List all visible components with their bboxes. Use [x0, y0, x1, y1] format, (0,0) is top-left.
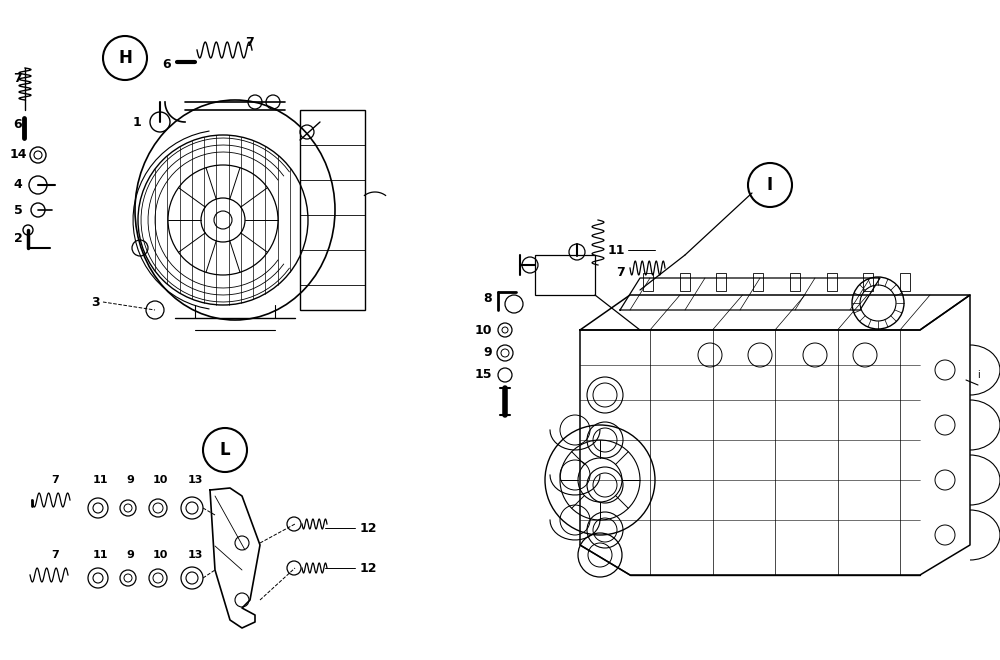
Text: 8: 8 [483, 292, 492, 304]
Text: 10: 10 [475, 323, 492, 337]
Text: 7: 7 [616, 265, 625, 279]
Text: 13: 13 [187, 475, 203, 485]
Text: 1: 1 [133, 115, 141, 129]
Text: i: i [977, 370, 979, 380]
Text: 11: 11 [608, 244, 625, 257]
Text: H: H [118, 49, 132, 67]
Text: 9: 9 [126, 475, 134, 485]
Text: 9: 9 [126, 550, 134, 560]
Text: 6: 6 [14, 119, 22, 131]
Circle shape [214, 211, 232, 229]
Text: 12: 12 [360, 562, 378, 574]
Text: 15: 15 [475, 368, 492, 381]
Text: L: L [220, 441, 230, 459]
Text: 11: 11 [92, 550, 108, 560]
Text: 11: 11 [92, 475, 108, 485]
Text: 4: 4 [14, 178, 22, 191]
Text: 7: 7 [51, 475, 59, 485]
Text: 10: 10 [152, 550, 168, 560]
Text: 7: 7 [51, 550, 59, 560]
Text: 9: 9 [483, 346, 492, 360]
Text: 5: 5 [14, 203, 22, 216]
Text: 12: 12 [360, 521, 378, 535]
Text: 14: 14 [9, 148, 27, 162]
Text: 6: 6 [163, 59, 171, 71]
Text: 7: 7 [246, 36, 254, 48]
Text: 7: 7 [14, 71, 22, 84]
Text: I: I [767, 176, 773, 194]
Text: 3: 3 [91, 296, 99, 308]
Text: 13: 13 [187, 550, 203, 560]
Text: 10: 10 [152, 475, 168, 485]
Text: 2: 2 [14, 232, 22, 244]
